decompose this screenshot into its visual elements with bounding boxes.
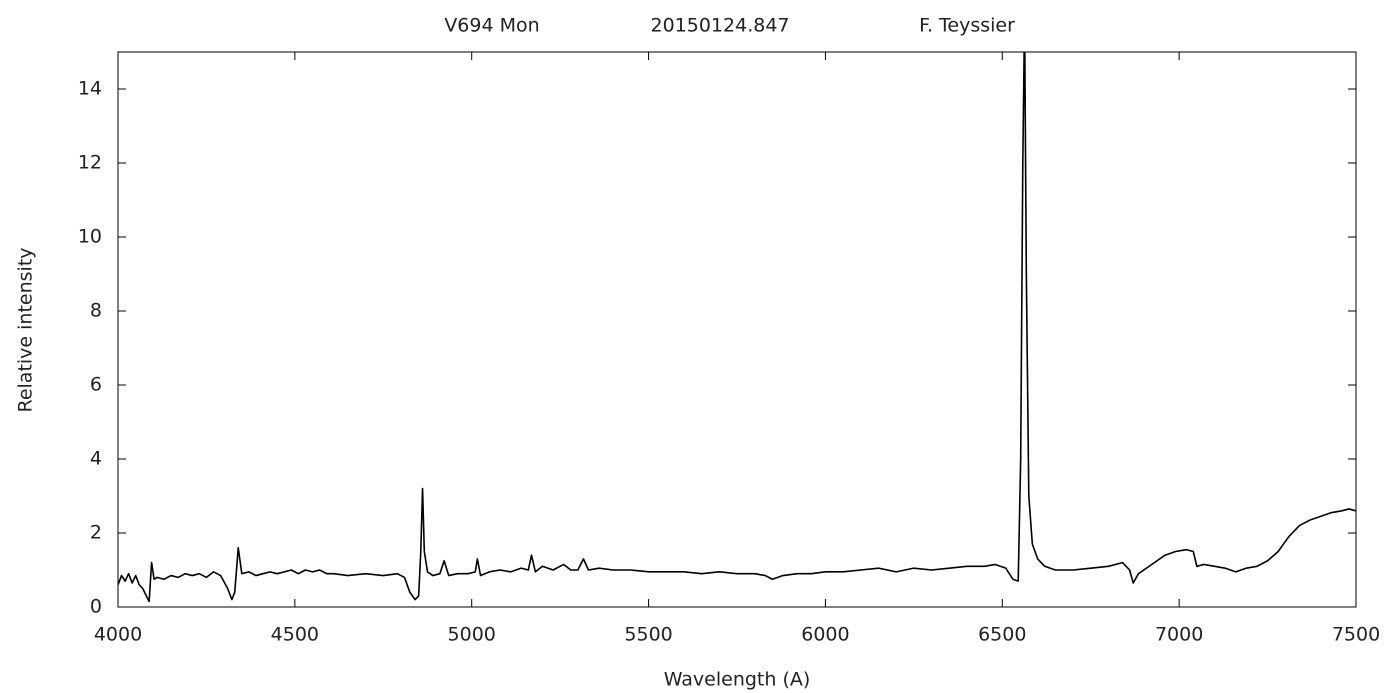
x-tick-label: 5000 xyxy=(448,624,496,646)
x-tick-label: 5500 xyxy=(624,624,672,646)
chart-title: V694 Mon xyxy=(444,15,539,37)
plot-frame xyxy=(117,51,1357,608)
x-tick-label: 6000 xyxy=(801,624,849,646)
x-tick-label: 7000 xyxy=(1155,624,1203,646)
y-tick-label: 12 xyxy=(78,152,102,174)
chart-title: 20150124.847 xyxy=(650,15,789,37)
x-tick-label: 4500 xyxy=(271,624,319,646)
chart-title: F. Teyssier xyxy=(919,15,1015,37)
spectrum-line xyxy=(118,52,1356,603)
x-axis-label: Wavelength (A) xyxy=(664,669,811,691)
x-tick-label: 7500 xyxy=(1332,624,1380,646)
x-tick-label: 4000 xyxy=(94,624,142,646)
y-tick-label: 6 xyxy=(90,374,102,396)
y-tick-label: 2 xyxy=(90,522,102,544)
y-tick-label: 8 xyxy=(90,300,102,322)
y-axis-label: Relative intensity xyxy=(15,247,37,412)
y-tick-label: 14 xyxy=(78,78,102,100)
y-tick-label: 4 xyxy=(90,448,102,470)
y-tick-label: 10 xyxy=(78,226,102,248)
x-tick-label: 6500 xyxy=(978,624,1026,646)
y-tick-label: 0 xyxy=(90,596,102,618)
